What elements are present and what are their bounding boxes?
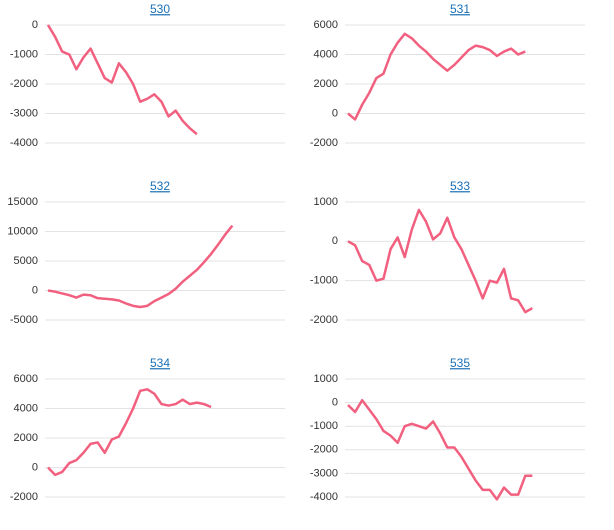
y-tick-label: 5000	[14, 255, 38, 267]
y-tick-label: -4000	[10, 137, 38, 149]
y-tick-label: 2000	[14, 432, 38, 444]
data-line	[347, 208, 533, 314]
y-tick-label: 6000	[314, 19, 338, 31]
y-tick-label: -2000	[10, 78, 38, 90]
y-tick-label: 4000	[14, 402, 38, 414]
y-tick-label: 2000	[314, 78, 338, 90]
y-tick-label: -5000	[10, 314, 38, 326]
y-tick-label: -2000	[310, 314, 338, 326]
chart-title[interactable]: 534	[150, 356, 170, 370]
data-line	[47, 224, 234, 309]
y-tick-label: -1000	[310, 420, 338, 432]
chart-title[interactable]: 530	[150, 2, 170, 16]
y-tick-label: 6000	[14, 373, 38, 385]
y-tick-label: 1000	[314, 196, 338, 208]
y-tick-label: -2000	[310, 137, 338, 149]
data-line	[46, 24, 198, 136]
y-tick-label: -2000	[10, 491, 38, 503]
y-tick-label: 0	[332, 107, 338, 119]
chart-title[interactable]: 535	[450, 356, 470, 370]
chart-title[interactable]: 533	[450, 179, 470, 193]
y-tick-label: 15000	[7, 196, 38, 208]
y-tick-label: -4000	[310, 491, 338, 503]
y-tick-label: 1000	[314, 373, 338, 385]
y-tick-label: 0	[32, 461, 38, 473]
y-tick-label: 0	[332, 397, 338, 409]
y-tick-label: 0	[332, 235, 338, 247]
y-tick-label: -2000	[310, 444, 338, 456]
data-line	[347, 32, 526, 121]
y-tick-label: 10000	[7, 225, 38, 237]
y-tick-label: -3000	[10, 107, 38, 119]
data-line	[47, 388, 212, 477]
chart-title[interactable]: 531	[450, 2, 470, 16]
y-tick-label: -1000	[310, 275, 338, 287]
y-tick-label: 0	[32, 19, 38, 31]
y-tick-label: 4000	[314, 48, 338, 60]
y-tick-label: -3000	[310, 467, 338, 479]
chart-title[interactable]: 532	[150, 179, 170, 193]
data-line	[347, 398, 533, 501]
y-tick-label: 0	[32, 284, 38, 296]
y-tick-label: -1000	[10, 48, 38, 60]
